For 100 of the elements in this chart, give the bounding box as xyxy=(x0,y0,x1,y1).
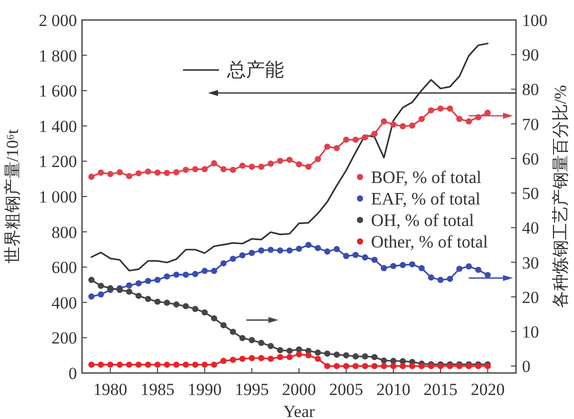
point xyxy=(400,262,406,268)
point xyxy=(362,362,368,370)
point xyxy=(210,315,218,322)
y-tick-label: 1 000 xyxy=(38,188,77,206)
point xyxy=(352,136,359,143)
point xyxy=(230,328,236,335)
point xyxy=(164,300,170,306)
legend-label: 总产能 xyxy=(226,60,284,81)
point xyxy=(164,170,170,176)
point xyxy=(324,362,330,370)
point xyxy=(210,362,218,368)
x-axis-title: Year xyxy=(283,402,315,419)
point xyxy=(126,282,132,289)
y2-tick-label: 50 xyxy=(522,184,539,204)
y2-tick-label: 90 xyxy=(522,46,539,65)
point xyxy=(268,342,274,350)
point xyxy=(220,358,227,364)
point xyxy=(220,260,227,266)
point xyxy=(334,362,340,370)
point xyxy=(173,169,180,176)
point xyxy=(334,246,340,252)
point xyxy=(380,357,388,364)
point xyxy=(305,164,312,170)
point xyxy=(296,161,302,168)
point xyxy=(334,144,340,152)
point xyxy=(371,130,378,137)
point xyxy=(343,362,350,370)
point xyxy=(230,356,236,363)
point xyxy=(173,272,180,278)
point xyxy=(343,252,350,260)
y-axis-title: 世界粗钢产量/10⁶t xyxy=(3,129,22,264)
point xyxy=(126,288,132,295)
point xyxy=(164,362,170,368)
y-tick-label: 1 400 xyxy=(38,116,77,136)
point xyxy=(239,252,246,258)
point xyxy=(475,266,482,273)
point xyxy=(362,254,368,261)
point xyxy=(277,247,284,254)
point xyxy=(314,156,321,162)
y2-tick-label: 40 xyxy=(522,218,539,238)
point xyxy=(182,303,189,310)
y2-tick-label: 60 xyxy=(522,149,539,168)
y-tick-label: 400 xyxy=(52,293,77,312)
point xyxy=(418,116,425,122)
x-tick-label: 2020 xyxy=(470,380,505,399)
point xyxy=(182,362,189,368)
point xyxy=(390,358,396,364)
point xyxy=(258,247,264,254)
point xyxy=(296,246,302,252)
point xyxy=(418,362,425,370)
y2-tick-label: 70 xyxy=(522,114,539,134)
point xyxy=(380,362,388,370)
point xyxy=(88,174,95,180)
point xyxy=(136,362,142,368)
point xyxy=(268,160,274,167)
point xyxy=(296,351,302,358)
point xyxy=(248,337,255,344)
point xyxy=(446,276,454,282)
x-tick-label: 1990 xyxy=(188,380,222,399)
point xyxy=(144,278,152,284)
point xyxy=(88,293,95,300)
x-tick-label: 1995 xyxy=(234,380,269,399)
point xyxy=(484,110,491,116)
point xyxy=(437,105,444,112)
point xyxy=(220,322,227,328)
point xyxy=(136,292,142,299)
point xyxy=(98,282,104,289)
point xyxy=(258,340,264,346)
point xyxy=(362,134,368,140)
point xyxy=(192,270,198,278)
point xyxy=(352,362,359,370)
point xyxy=(352,252,359,258)
point xyxy=(258,164,264,170)
point xyxy=(98,170,104,176)
point xyxy=(456,266,462,272)
point xyxy=(466,118,472,124)
y-tick-label: 600 xyxy=(52,258,77,278)
point xyxy=(314,356,321,362)
point xyxy=(192,306,198,312)
point xyxy=(437,276,444,284)
point xyxy=(428,107,434,114)
point xyxy=(88,362,95,368)
point xyxy=(144,362,152,368)
point xyxy=(202,362,208,368)
point xyxy=(277,347,284,354)
point xyxy=(154,362,161,368)
x-tick-label: 2010 xyxy=(376,380,410,399)
point xyxy=(371,362,378,370)
point xyxy=(107,362,114,368)
point xyxy=(400,362,406,370)
point xyxy=(239,356,246,362)
legend-label: Other, % of total xyxy=(371,232,488,252)
point xyxy=(144,168,152,175)
point xyxy=(210,160,218,166)
point xyxy=(343,352,350,358)
point xyxy=(371,354,378,360)
y-tick-label: 2 000 xyxy=(38,11,77,30)
point xyxy=(390,121,396,128)
y-tick-label: 800 xyxy=(52,222,77,242)
y-tick-label: 0 xyxy=(68,364,77,383)
